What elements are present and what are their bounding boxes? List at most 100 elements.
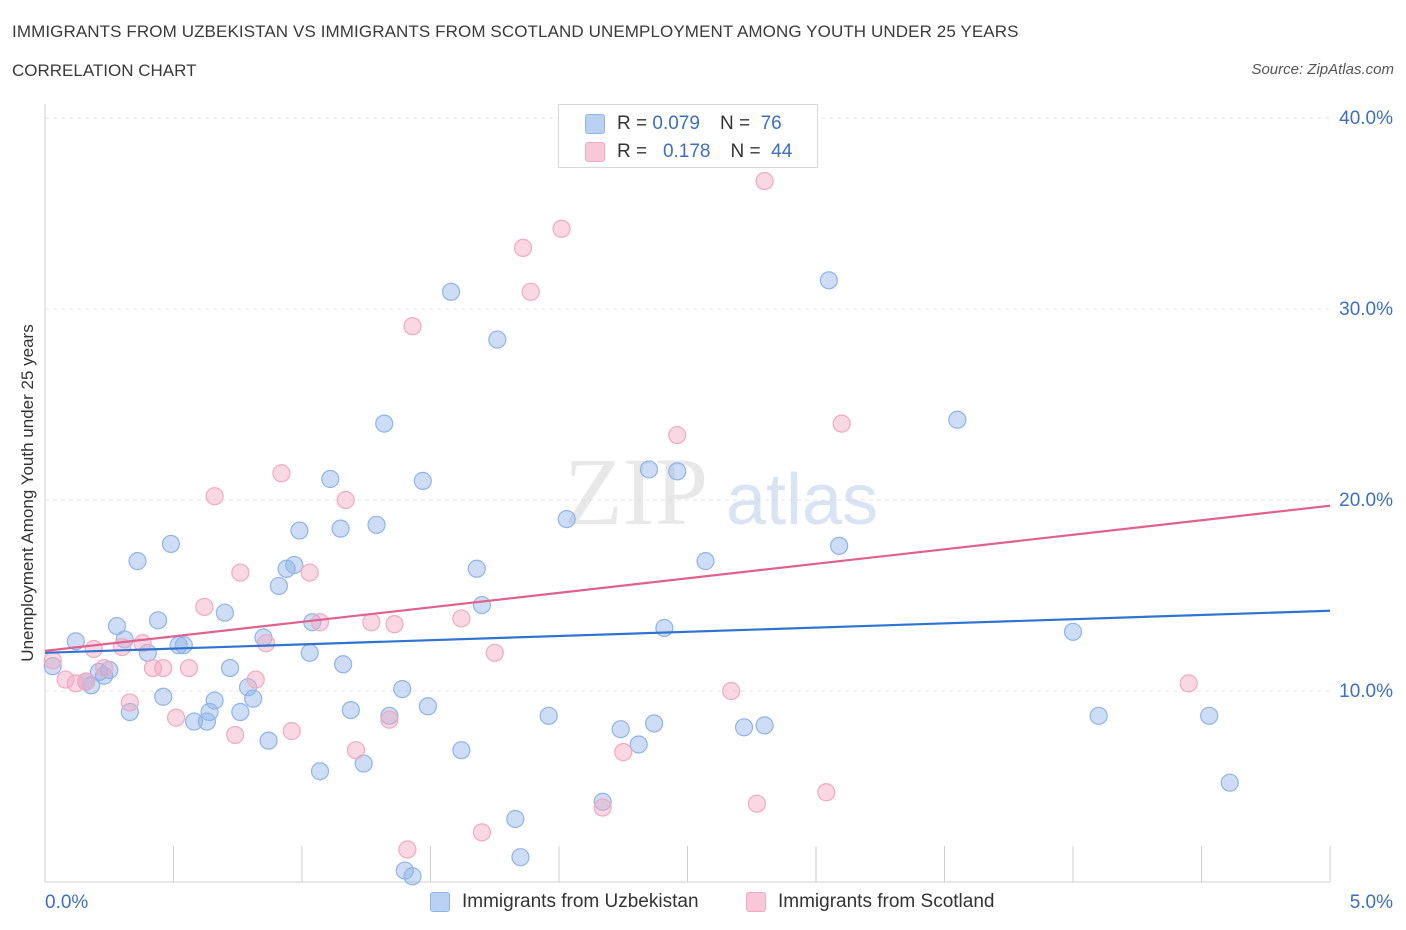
point-uzbekistan [467,559,486,578]
point-uzbekistan [593,792,612,811]
point-uzbekistan [310,762,330,781]
point-scotland [614,743,633,762]
point-uzbekistan [354,754,373,773]
point-uzbekistan [148,611,168,630]
point-scotland [472,823,491,842]
point-uzbekistan [321,469,340,489]
point-uzbekistan [644,714,664,733]
bottom-legend-uzbekistan: Immigrants from Uzbekistan [430,889,699,915]
point-uzbekistan [174,636,193,655]
y-axis-label: Unemployment Among Youth under 25 years [18,324,37,662]
point-scotland [56,670,75,689]
point-uzbekistan [1063,622,1083,641]
point-scotland [231,563,250,582]
point-uzbekistan [120,702,139,722]
point-scotland [722,681,741,701]
point-uzbekistan [200,702,219,722]
point-uzbekistan [418,697,438,716]
point-uzbekistan [259,731,278,750]
point-scotland [380,710,399,729]
point-scotland [310,613,330,632]
point-scotland [668,425,687,445]
y-tick-label: 20.0% [1339,490,1393,511]
y-tick-label: 40.0% [1339,108,1393,129]
point-uzbekistan [755,716,774,735]
point-scotland [336,490,355,510]
point-uzbekistan [215,603,234,622]
point-scotland [513,238,533,257]
legend-r-value: 0.079 [652,113,700,134]
bottom-legend-label-uzbekistan: Immigrants from Uzbekistan [462,891,699,912]
point-uzbekistan [441,282,461,301]
legend-r-label: R = [617,141,648,162]
point-scotland [452,609,471,628]
legend-n-label: N = [730,141,761,162]
point-uzbekistan [334,655,353,674]
bottom-legend-swatch-scotland [746,892,766,912]
bottom-legend-scotland: Immigrants from Scotland [746,889,994,915]
legend-n-label: N = [719,113,751,134]
legend-swatch-uzbekistan [585,114,605,134]
point-scotland [385,615,404,634]
point-uzbekistan [1089,706,1108,725]
point-scotland [552,219,571,238]
point-uzbekistan [244,689,263,708]
point-uzbekistan [511,848,530,867]
correlation-legend: R = 0.079 N = 76 R = 0.178 N = 44 [558,104,818,168]
point-uzbekistan [668,462,687,481]
point-uzbekistan [452,741,471,760]
point-uzbekistan [220,658,240,678]
point-uzbekistan [184,712,204,731]
point-scotland [300,563,319,582]
point-uzbekistan [557,509,576,529]
point-scotland [84,639,103,659]
point-uzbekistan [331,519,350,538]
point-uzbekistan [231,702,250,722]
trend-line-scotland [44,504,1331,652]
point-uzbekistan [95,666,114,685]
point-scotland [179,658,199,678]
point-uzbekistan [611,720,630,739]
point-uzbekistan [66,632,85,651]
point-scotland [747,794,766,813]
point-uzbekistan [1220,773,1239,792]
point-uzbekistan [161,534,181,554]
point-uzbekistan [393,679,412,699]
point-scotland [817,783,836,802]
point-scotland [143,658,163,678]
point-uzbekistan [539,706,558,725]
point-scotland [272,464,291,483]
point-uzbekistan [488,330,507,349]
point-uzbekistan [506,809,525,829]
trend-lines [44,504,1331,654]
legend-r-label: R = [617,113,648,134]
point-uzbekistan [413,471,432,490]
point-scotland [205,487,224,506]
x-tick-label: 0.0% [45,892,88,913]
legend-n-value: 44 [771,141,793,162]
point-uzbekistan [830,536,849,555]
point-uzbekistan [205,691,224,710]
trend-line-uzbekistan [44,609,1331,654]
point-scotland [256,634,276,653]
point-uzbekistan [154,687,173,706]
point-scotland [120,693,139,712]
point-uzbekistan [341,700,360,720]
point-scotland [521,282,540,301]
point-scotland [346,741,366,760]
point-scotland [398,840,417,859]
chart-subtitle: CORRELATION CHART [12,61,197,80]
gridlines [45,117,1330,692]
point-scotland [403,317,422,336]
point-uzbekistan [734,718,754,737]
point-scotland [1179,674,1198,693]
point-scotland [593,798,612,817]
point-scotland [77,672,96,691]
source-label: Source: ZipAtlas.com [1251,61,1394,78]
point-uzbekistan [629,735,648,754]
point-uzbekistan [238,678,258,697]
point-scotland [95,658,114,678]
watermark-atlas: atlas [726,460,878,540]
point-uzbekistan [472,595,491,615]
y-tick-label: 30.0% [1339,299,1393,320]
